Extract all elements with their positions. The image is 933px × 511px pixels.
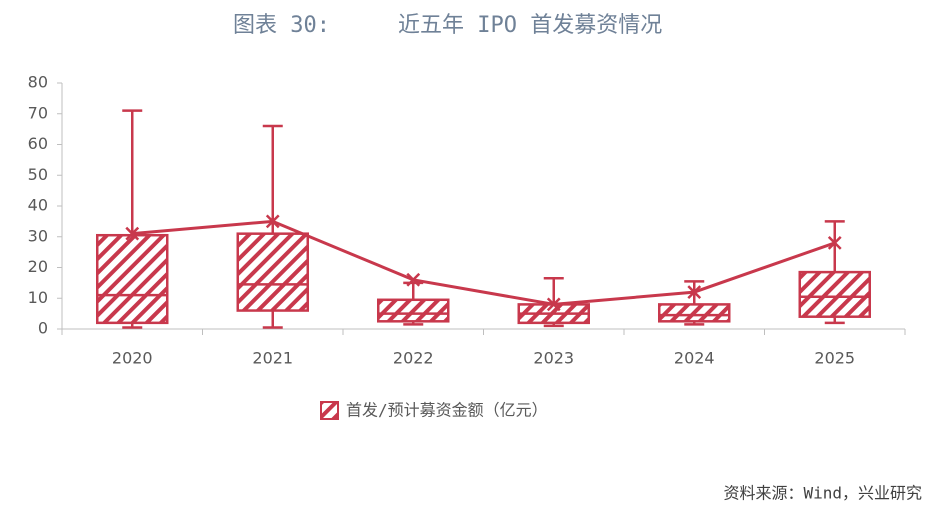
y-tick-label: 80 [28,73,48,92]
box [658,303,731,323]
mean-marker [546,297,561,312]
x-tick-label: 2024 [674,349,715,368]
chart-title: 近五年 IPO 首发募资情况 [398,13,662,38]
x-tick-label: 2020 [112,349,153,368]
y-tick-label: 20 [28,257,48,276]
box [377,298,450,323]
mean-marker [406,272,421,287]
y-tick-label: 40 [28,196,48,215]
x-tick-label: 2021 [252,349,293,368]
mean-marker [125,226,140,241]
y-tick-label: 30 [28,226,48,245]
x-tick-label: 2023 [533,349,574,368]
x-tick-label: 2025 [814,349,855,368]
y-tick-label: 0 [38,319,48,338]
y-tick-label: 10 [28,288,48,307]
legend-label: 首发/预计募资金额（亿元） [346,401,548,420]
x-tick-label: 2022 [393,349,434,368]
y-tick-label: 50 [28,165,48,184]
mean-marker [265,214,280,229]
legend-swatch [320,401,339,420]
mean-marker [827,236,842,250]
mean-marker [687,285,702,299]
y-tick-label: 70 [28,103,48,122]
box [236,232,309,312]
box [798,270,871,318]
source: 资料来源：Wind，兴业研究 [723,484,922,503]
figure-label: 图表 30: [233,13,330,38]
mean-line [132,219,836,306]
y-tick-label: 60 [28,134,48,153]
box [96,233,169,325]
